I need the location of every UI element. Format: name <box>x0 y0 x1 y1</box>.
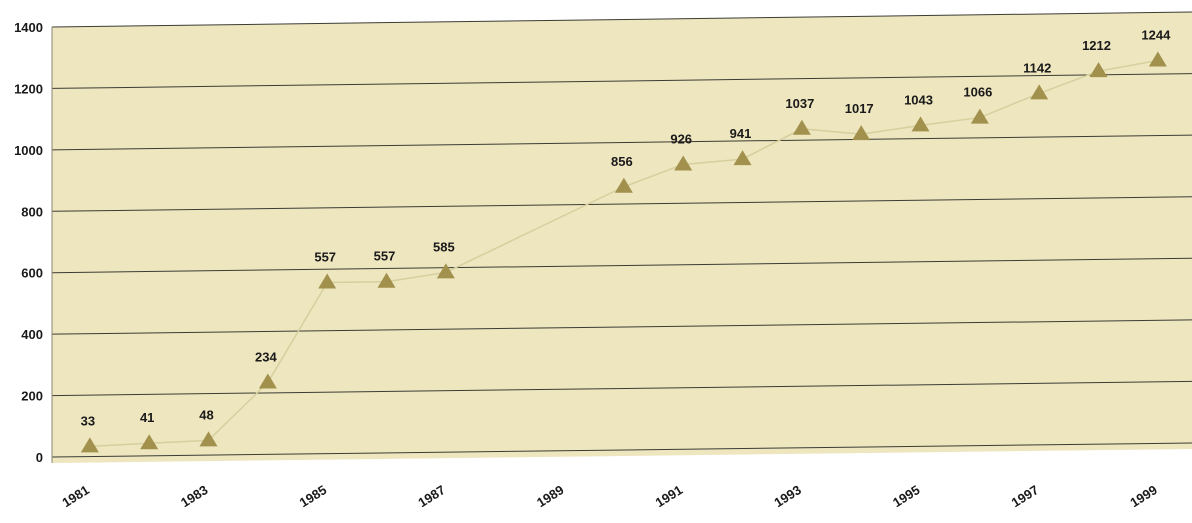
x-tick-label: 1993 <box>771 482 803 510</box>
data-point-marker <box>674 155 693 171</box>
gridlines <box>51 11 1192 463</box>
data-labels: 33 41 48 234 557 557 585 856 926 941 1037 1017 1043 1… <box>81 27 1171 428</box>
data-label: 585 <box>433 239 455 254</box>
data-label: 941 <box>730 126 752 141</box>
data-point-marker <box>199 431 218 447</box>
gridline-1000 <box>51 134 1192 151</box>
y-tick-label: 1000 <box>14 143 43 158</box>
data-point-marker <box>1089 62 1108 78</box>
x-tick-label: 1997 <box>1009 482 1041 510</box>
data-label: 1066 <box>963 85 992 100</box>
data-label: 41 <box>140 410 154 425</box>
data-label: 234 <box>255 349 277 364</box>
gridline-1400 <box>51 11 1192 28</box>
data-point-marker <box>377 272 396 288</box>
data-point-marker <box>140 434 159 450</box>
data-point-marker <box>258 373 277 389</box>
y-axis: 0 200 400 600 800 1000 1200 1400 <box>14 20 43 465</box>
x-tick-label: 1981 <box>59 482 91 510</box>
x-axis: 1981 1983 1985 1987 1989 1991 1993 1995 1997 1999 <box>59 482 1159 510</box>
data-point-marker <box>318 273 337 289</box>
data-label: 48 <box>199 407 213 422</box>
x-tick-label: 1999 <box>1127 482 1159 510</box>
data-label: 557 <box>314 249 336 264</box>
y-tick-label: 1200 <box>14 81 43 96</box>
data-label: 1244 <box>1141 27 1171 42</box>
y-tick-label: 0 <box>36 450 43 465</box>
x-tick-label: 1995 <box>890 482 922 510</box>
data-point-marker <box>614 177 633 193</box>
data-label: 1017 <box>845 101 874 116</box>
data-label: 1142 <box>1023 60 1051 75</box>
x-tick-label: 1989 <box>534 482 566 510</box>
data-label: 1043 <box>904 92 933 107</box>
data-label: 557 <box>374 249 396 264</box>
gridline-200 <box>51 380 1192 397</box>
data-point-marker <box>436 263 455 279</box>
data-markers <box>80 51 1167 453</box>
data-point-marker <box>733 150 752 166</box>
data-point-marker <box>1148 51 1167 67</box>
data-point-marker <box>852 125 871 141</box>
y-tick-label: 1400 <box>14 20 43 35</box>
data-label: 856 <box>611 154 633 169</box>
data-point-marker <box>970 108 989 124</box>
data-point-marker <box>911 116 930 132</box>
x-tick-label: 1991 <box>653 482 685 510</box>
data-point-marker <box>792 119 811 135</box>
gridline-400 <box>51 319 1192 335</box>
x-tick-label: 1983 <box>178 482 210 510</box>
gridline-800 <box>51 196 1192 212</box>
y-tick-label: 600 <box>21 266 43 281</box>
data-label: 1212 <box>1082 38 1111 53</box>
gridline-0 <box>51 442 1192 458</box>
x-tick-label: 1987 <box>415 482 447 510</box>
data-label: 33 <box>81 413 95 428</box>
x-tick-label: 1985 <box>297 482 329 510</box>
y-tick-label: 400 <box>21 327 43 342</box>
data-label: 1037 <box>785 96 814 111</box>
data-point-marker <box>80 437 99 453</box>
data-label: 926 <box>670 131 692 146</box>
y-tick-label: 200 <box>21 389 43 404</box>
y-tick-label: 800 <box>21 204 43 219</box>
gridline-600 <box>51 257 1192 274</box>
plot-background <box>52 12 1192 463</box>
gridline-1200 <box>51 73 1192 89</box>
data-point-marker <box>1030 84 1049 100</box>
